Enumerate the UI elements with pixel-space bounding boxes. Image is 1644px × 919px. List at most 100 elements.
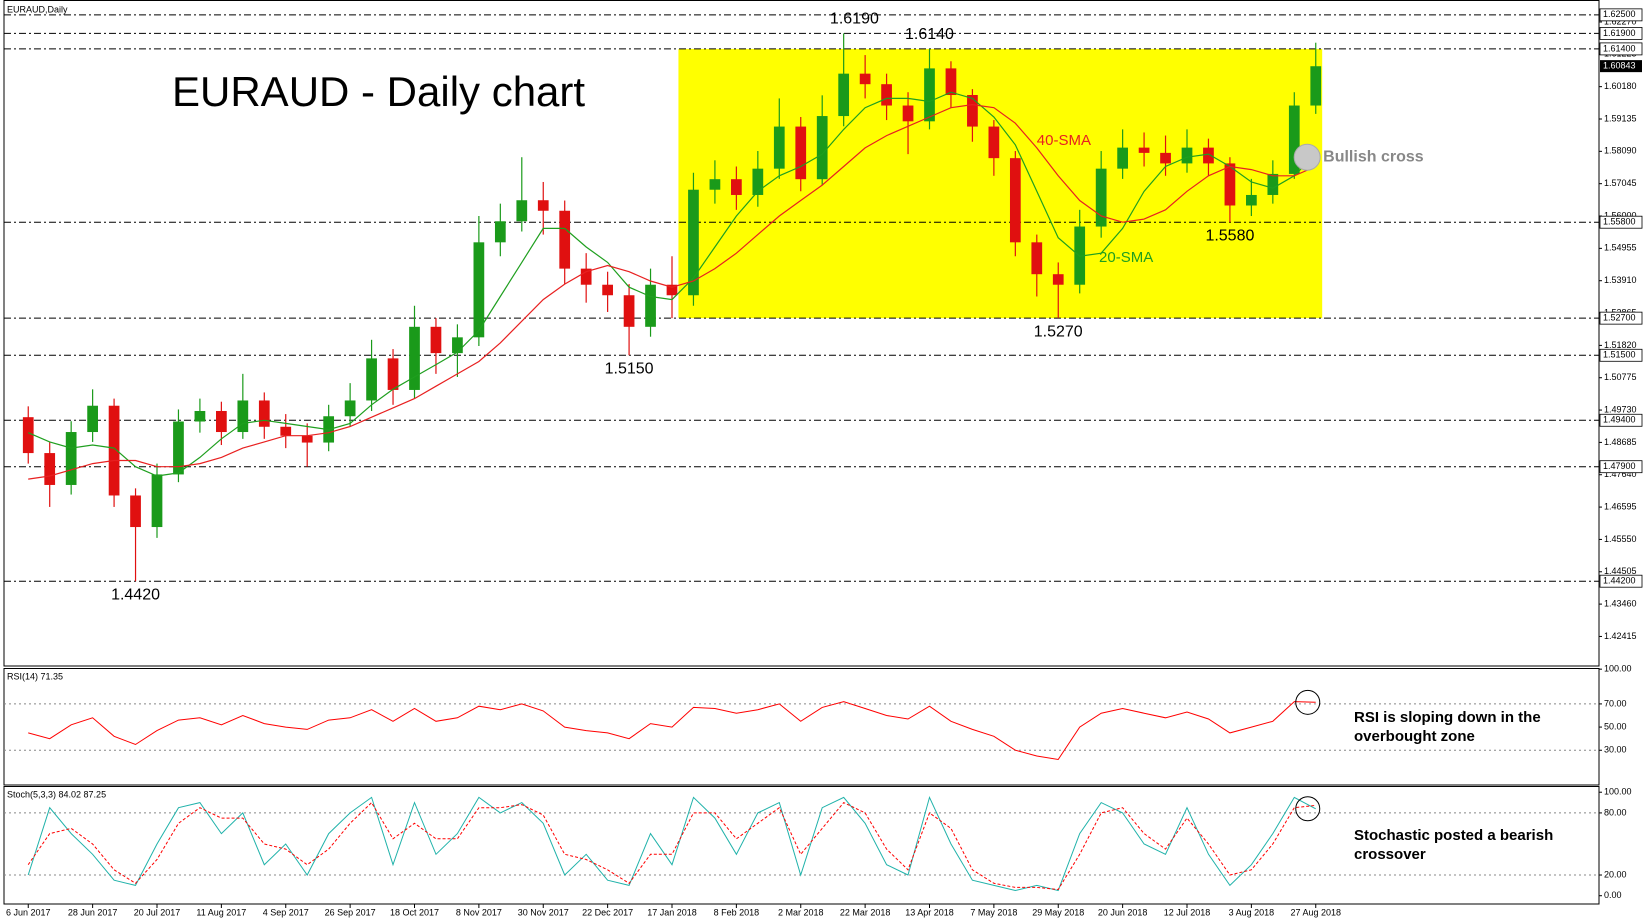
candle-body: [237, 400, 249, 433]
level-label: 1.55800: [1603, 217, 1636, 227]
candle-body: [945, 68, 957, 96]
candle-body: [623, 295, 635, 327]
candle-body: [1288, 105, 1300, 174]
level-label: 1.47900: [1603, 461, 1636, 471]
y-tick-label: 1.57045: [1604, 178, 1637, 188]
level-label: 1.61900: [1603, 28, 1636, 38]
y-tick-label: 1.54955: [1604, 243, 1637, 253]
candle-body: [1224, 163, 1236, 206]
level-label: 1.49400: [1603, 415, 1636, 425]
candle-body: [1181, 147, 1193, 164]
level-label: 1.51500: [1603, 350, 1636, 360]
level-label: 1.44200: [1603, 576, 1636, 586]
y-tick-label: 1.53910: [1604, 275, 1637, 285]
annotation: 20-SMA: [1099, 249, 1153, 266]
level-label-box: [1599, 413, 1643, 427]
x-tick-label: 2 Mar 2018: [778, 907, 824, 917]
y-tick-label: 1.42415: [1604, 631, 1637, 641]
x-tick-label: 18 Oct 2017: [390, 907, 439, 917]
candle-body: [645, 284, 656, 327]
x-tick-label: 20 Jul 2017: [134, 907, 181, 917]
x-tick-label: 22 Dec 2017: [582, 907, 633, 917]
y-tick-label: 80.00: [1604, 807, 1627, 817]
annotation: 40-SMA: [1037, 132, 1091, 149]
indicator-line: [27, 801, 1316, 891]
candle-body: [452, 337, 463, 354]
level-label-box: [1599, 215, 1643, 229]
level-label-box: [1599, 460, 1643, 474]
candle-body: [924, 68, 935, 122]
y-tick-label: 70.00: [1604, 698, 1627, 708]
y-tick-label: 100.00: [1604, 787, 1632, 797]
y-tick-label: 1.49730: [1604, 404, 1637, 414]
candle-body: [44, 453, 56, 485]
x-tick-label: 7 May 2018: [970, 907, 1017, 917]
candle-body: [216, 410, 227, 433]
y-tick-label: 100.00: [1604, 664, 1632, 674]
candle-body: [1052, 274, 1064, 285]
y-tick-label: 20.00: [1604, 869, 1627, 879]
candle-body: [988, 126, 1000, 159]
annotation-circle: [1293, 143, 1321, 171]
annotation: Bullish cross: [1323, 148, 1424, 165]
x-tick-label: 17 Jan 2018: [647, 907, 697, 917]
x-tick-label: 30 Nov 2017: [518, 907, 569, 917]
candle-body: [258, 400, 270, 427]
candle-body: [301, 435, 313, 443]
swing-label: 1.4420: [111, 586, 160, 603]
candle-body: [1203, 147, 1214, 164]
candle-body: [1246, 194, 1257, 206]
x-tick-label: 12 Jul 2018: [1164, 907, 1211, 917]
candle-body: [151, 474, 163, 528]
x-tick-label: 13 Apr 2018: [905, 907, 954, 917]
y-tick-label: 1.56000: [1604, 210, 1637, 220]
candle-body: [559, 210, 571, 269]
candle-body: [473, 242, 485, 338]
panel-frame: [3, 0, 1600, 667]
x-tick-label: 22 Mar 2018: [840, 907, 891, 917]
swing-label: 1.6190: [830, 11, 879, 28]
level-label-box: [1599, 8, 1643, 22]
level-label-box: [1599, 42, 1643, 56]
y-tick-label: 1.51820: [1604, 340, 1637, 350]
y-tick-label: 50.00: [1604, 721, 1627, 731]
x-tick-label: 27 Aug 2018: [1290, 907, 1341, 917]
candle-body: [1138, 147, 1150, 153]
y-tick-label: 1.45550: [1604, 534, 1637, 544]
candle-body: [838, 73, 850, 117]
y-tick-label: 0.00: [1604, 890, 1622, 900]
candle-body: [1310, 66, 1322, 106]
candle-body: [516, 200, 528, 222]
swing-label: 1.6140: [905, 26, 954, 43]
candle-body: [580, 268, 592, 285]
candle-body: [173, 421, 184, 475]
candle-body: [881, 84, 892, 106]
last-price-box: [1600, 60, 1642, 73]
candle-body: [87, 405, 98, 433]
candle-body: [387, 358, 399, 390]
candle-body: [366, 358, 377, 401]
candle-body: [752, 168, 764, 195]
level-label: 1.62500: [1603, 9, 1636, 19]
candle-body: [280, 426, 292, 436]
level-label: 1.61400: [1603, 43, 1636, 53]
candle-body: [1160, 152, 1171, 164]
highlight-circle: [1295, 796, 1321, 822]
swing-label: 1.5580: [1205, 227, 1254, 244]
candle-body: [1095, 168, 1107, 227]
panel-frame: [3, 786, 1600, 905]
candle-body: [859, 73, 871, 85]
level-label-box: [1599, 311, 1643, 325]
candle-body: [108, 405, 120, 496]
candle-body: [130, 495, 141, 528]
panel-note: RSI is sloping down in the: [1354, 709, 1541, 726]
y-tick-label: 1.58090: [1604, 146, 1637, 156]
candle-body: [795, 126, 807, 180]
candle-body: [537, 200, 549, 211]
candle-body: [344, 400, 356, 417]
candle-body: [1117, 147, 1128, 169]
candle-body: [816, 116, 828, 180]
y-tick-label: 1.60180: [1604, 81, 1637, 91]
y-tick-label: 1.59135: [1604, 113, 1637, 123]
